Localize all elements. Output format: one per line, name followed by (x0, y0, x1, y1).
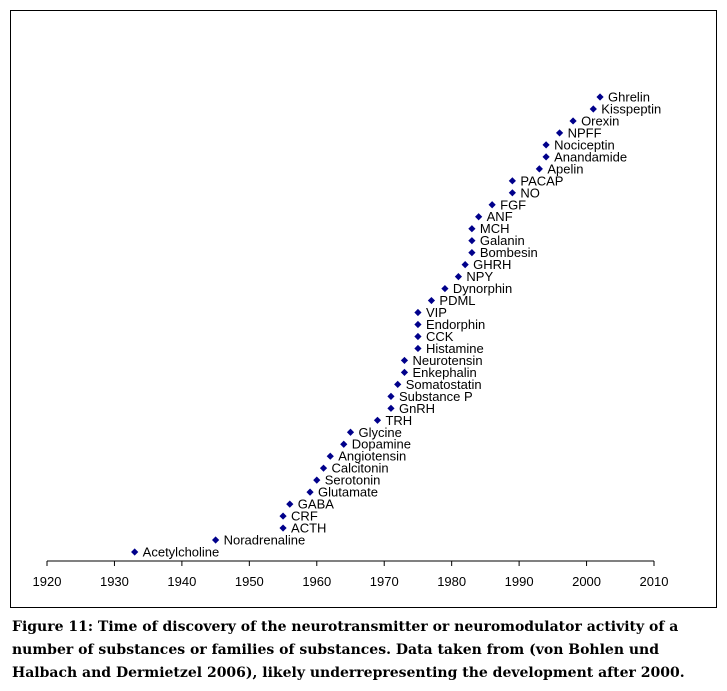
data-point (306, 489, 313, 496)
data-point (387, 393, 394, 400)
point-label: Ghrelin (608, 90, 650, 105)
data-point (279, 512, 286, 519)
data-point (468, 237, 475, 244)
data-point (374, 417, 381, 424)
data-point (489, 201, 496, 208)
data-point (131, 548, 138, 555)
x-tick-label: 1920 (33, 574, 62, 589)
data-point (340, 441, 347, 448)
data-point (455, 273, 462, 280)
x-tick-label: 1990 (505, 574, 534, 589)
data-point (387, 405, 394, 412)
data-point (327, 453, 334, 460)
data-point (212, 536, 219, 543)
x-tick-label: 2010 (640, 574, 669, 589)
data-point (590, 105, 597, 112)
data-point (441, 285, 448, 292)
data-point (414, 345, 421, 352)
discovery-scatter-chart: 1920 1930 1940 1950 1960 1970 1980 1990 2000 2010… (11, 11, 716, 607)
data-point (313, 477, 320, 484)
data-point (401, 369, 408, 376)
data-point (401, 357, 408, 364)
x-tick-label: 2000 (572, 574, 601, 589)
data-point (569, 117, 576, 124)
figure-caption: Figure 11: Time of discovery of the neur… (12, 616, 717, 685)
data-point (286, 501, 293, 508)
x-tick-label: 1980 (437, 574, 466, 589)
x-tick-label: 1930 (100, 574, 129, 589)
data-point (394, 381, 401, 388)
data-point (414, 309, 421, 316)
data-point (414, 321, 421, 328)
chart-frame: 1920 1930 1940 1950 1960 1970 1980 1990 2000 2010… (10, 10, 717, 608)
data-point (509, 177, 516, 184)
data-point (556, 129, 563, 136)
x-tick-label: 1940 (167, 574, 196, 589)
data-point (320, 465, 327, 472)
data-point (414, 333, 421, 340)
data-point (509, 189, 516, 196)
data-point (596, 93, 603, 100)
data-point (462, 261, 469, 268)
data-point (468, 225, 475, 232)
data-point (542, 141, 549, 148)
x-tick-label: 1970 (370, 574, 399, 589)
data-point (542, 153, 549, 160)
data-point (428, 297, 435, 304)
data-point (279, 524, 286, 531)
data-point (347, 429, 354, 436)
point-label: Acetylcholine (143, 545, 220, 560)
x-tick-label: 1960 (302, 574, 331, 589)
data-point (475, 213, 482, 220)
data-point (468, 249, 475, 256)
data-point (536, 165, 543, 172)
x-tick-label: 1950 (235, 574, 264, 589)
